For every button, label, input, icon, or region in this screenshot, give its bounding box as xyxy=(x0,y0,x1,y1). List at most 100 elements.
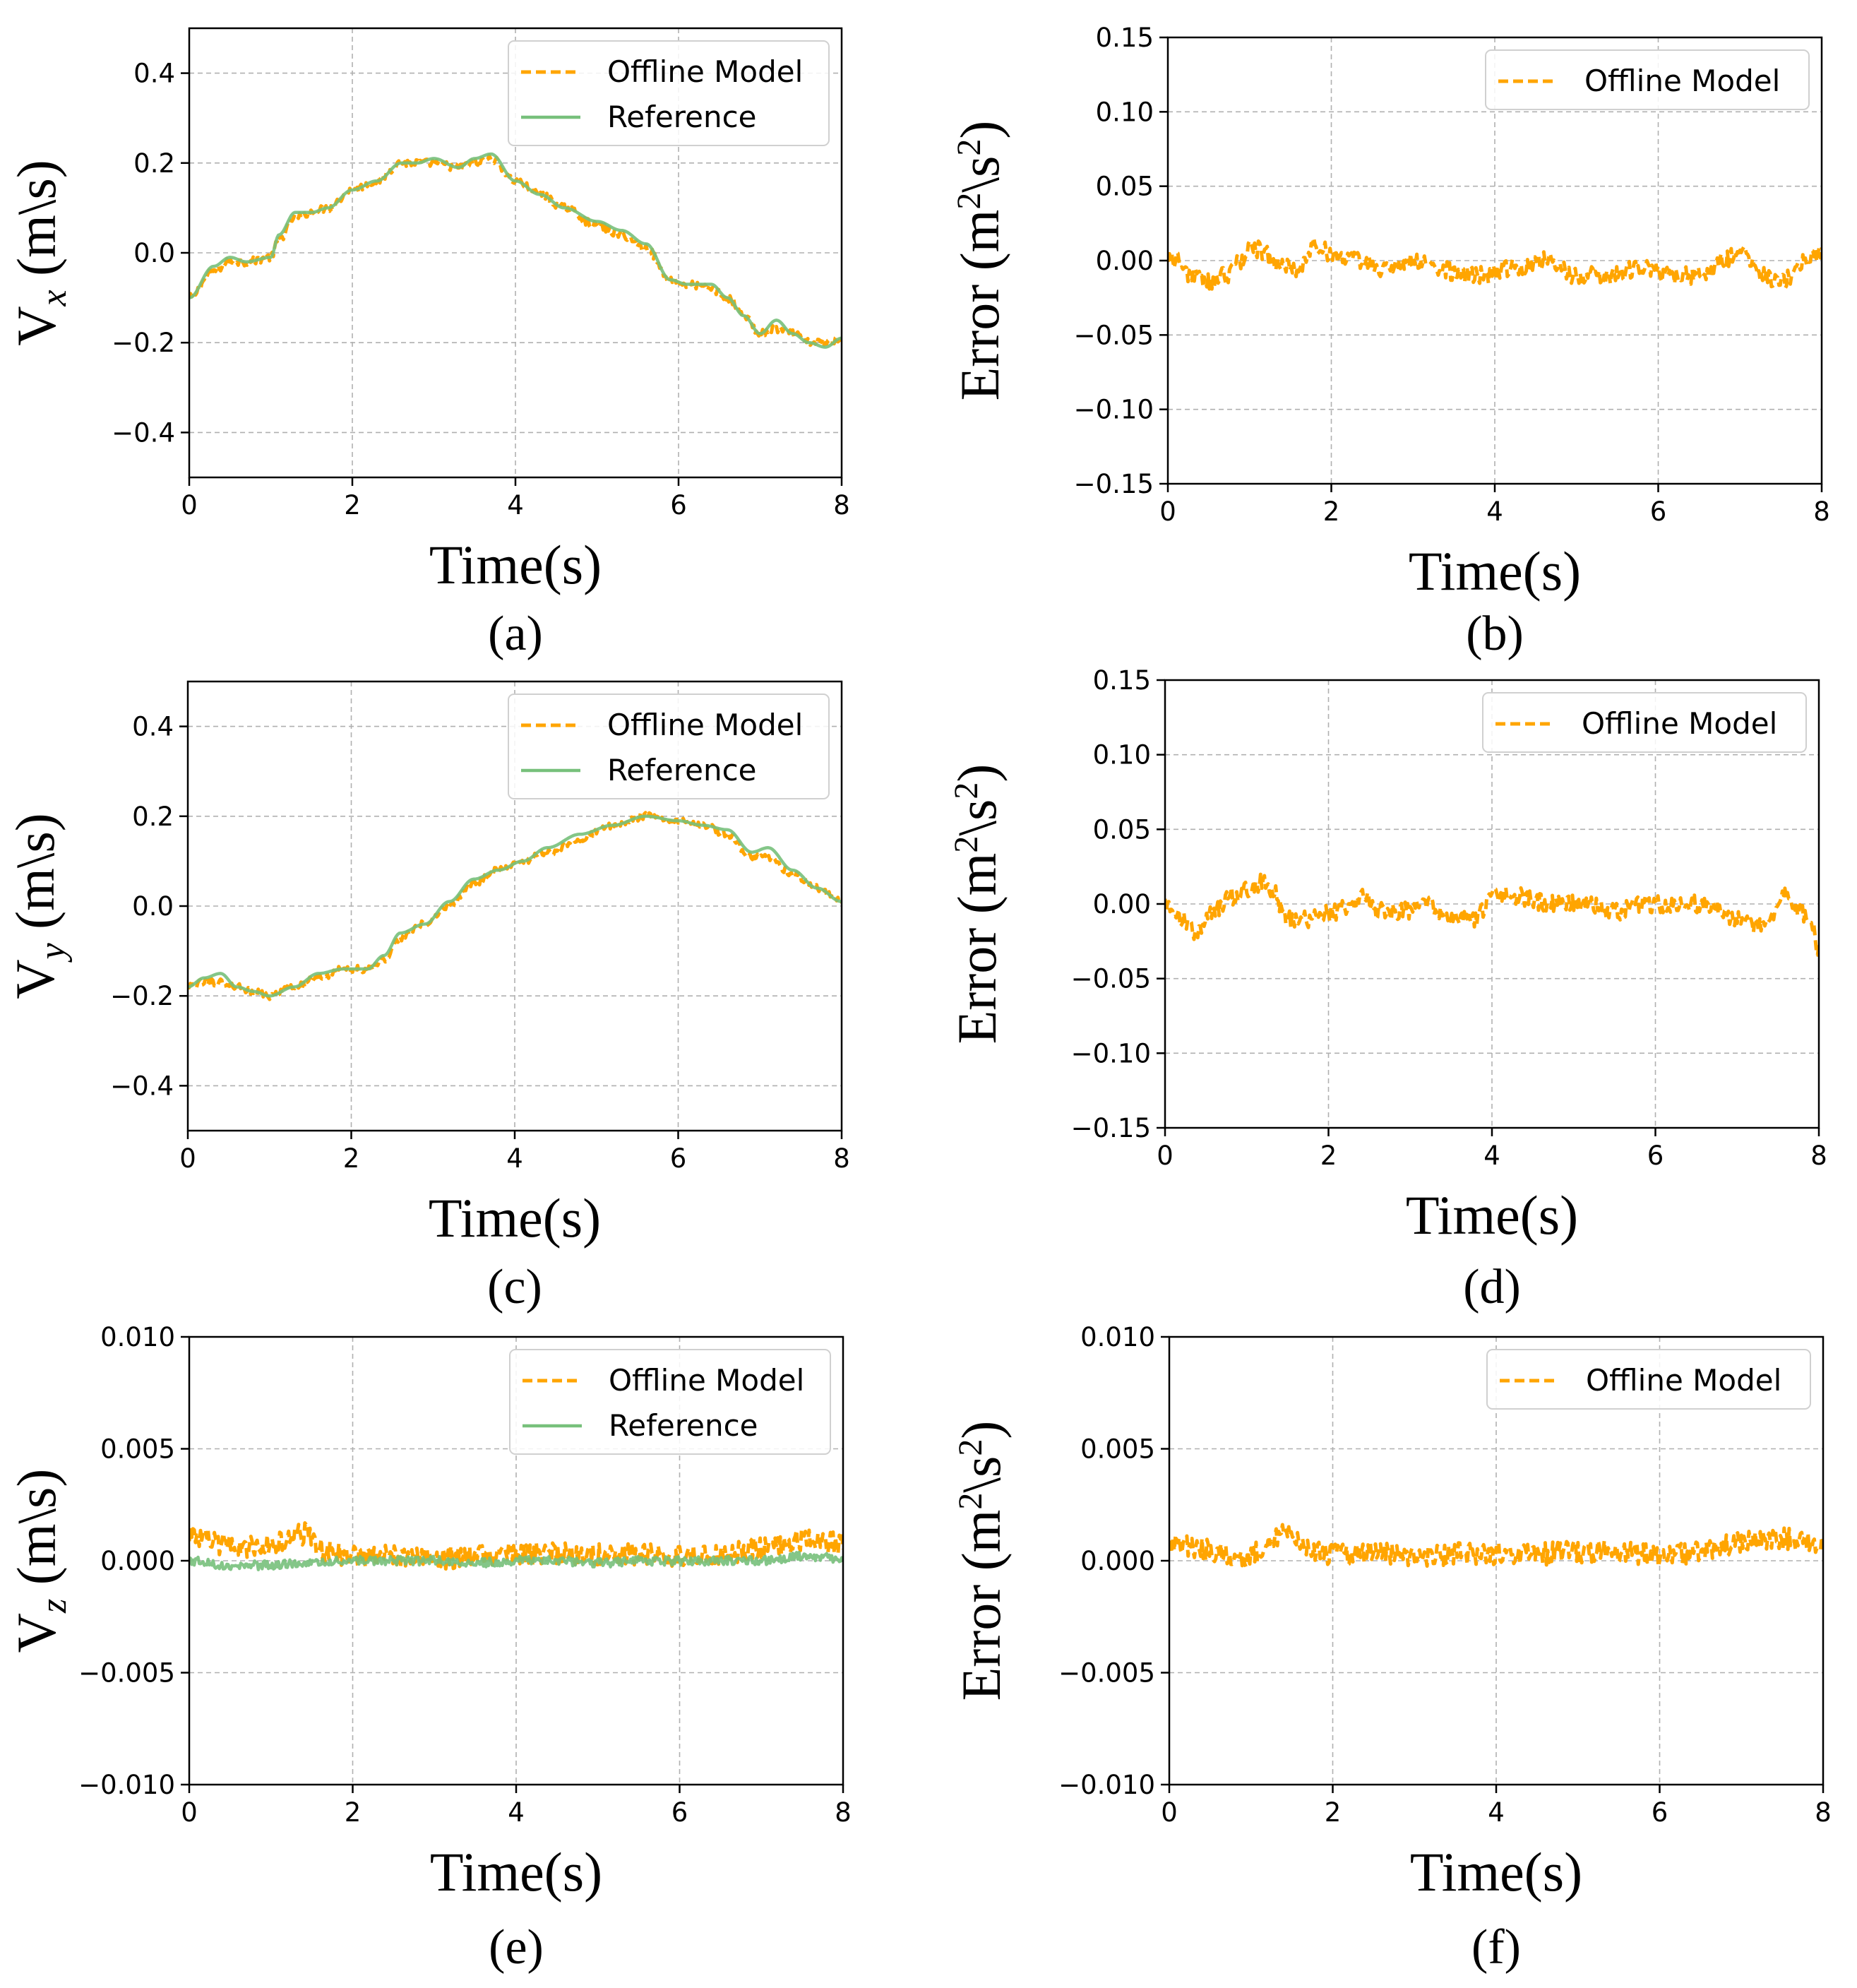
y-axis-label-part: V xyxy=(4,959,66,999)
y-axis-label: Vz (m\s) xyxy=(6,1469,74,1653)
x-tick-label: 8 xyxy=(1813,496,1830,527)
x-tick-label: 6 xyxy=(671,1797,688,1828)
y-tick-label: −0.2 xyxy=(112,328,175,358)
y-tick-label: −0.10 xyxy=(1071,1038,1151,1069)
x-tick-label: 2 xyxy=(344,490,361,520)
y-tick-label: −0.15 xyxy=(1071,1113,1151,1143)
chart-panel-b: 0 2 4 6 8 0.15 0.10 0.05 0.00 −0.05 −0.10 −0.15 Time… xyxy=(949,23,1830,661)
x-tick-label: 2 xyxy=(1320,1141,1337,1171)
x-axis-label: Time(s) xyxy=(429,534,602,595)
series-line-offline-model xyxy=(1169,1523,1823,1569)
legend-label: Offline Model xyxy=(609,1363,804,1398)
x-tick-label: 2 xyxy=(343,1143,360,1174)
x-tick-label: 6 xyxy=(1650,496,1667,527)
x-tick-label: 0 xyxy=(181,1797,198,1828)
y-axis-label-part: y xyxy=(32,942,73,963)
x-axis-label: Time(s) xyxy=(1409,540,1581,602)
y-axis-label: Error (m2\s2) xyxy=(950,1421,1012,1701)
chart-panel-a: 0 2 4 6 8 0.4 0.2 0.0 −0.2 −0.4 Time(s) Vx (m\s) Off… xyxy=(6,27,850,661)
y-tick-label: −0.15 xyxy=(1074,469,1154,499)
y-tick-label: 0.000 xyxy=(1080,1546,1155,1576)
y-tick-label: 0.4 xyxy=(132,712,174,742)
y-tick-label: 0.10 xyxy=(1093,740,1151,770)
y-axis-label-part: \s xyxy=(950,1456,1012,1493)
series-line-reference xyxy=(189,152,842,349)
y-axis-label-part: Error xyxy=(946,928,1008,1044)
y-axis-label-part: z xyxy=(34,1599,74,1614)
legend-label: Reference xyxy=(607,100,757,134)
y-axis-label-part: ) xyxy=(950,1421,1012,1439)
x-tick-label: 8 xyxy=(1810,1141,1827,1171)
x-tick-label: 0 xyxy=(1159,496,1176,527)
x-axis-label: Time(s) xyxy=(429,1187,601,1249)
panel-caption: (a) xyxy=(488,607,543,661)
y-tick-label: 0.05 xyxy=(1093,814,1151,845)
y-axis-label-part: 2 xyxy=(948,782,985,799)
y-axis-label-part: Error xyxy=(950,1585,1012,1701)
y-axis-label-part: (m\s) xyxy=(6,160,67,290)
y-tick-label: −0.10 xyxy=(1074,395,1154,425)
x-tick-label: 6 xyxy=(670,1143,687,1174)
y-tick-label: 0.0 xyxy=(132,891,174,922)
y-axis-label-part: (m\s) xyxy=(4,813,66,943)
chart-panel-f: 0 2 4 6 8 0.010 0.005 0.000 −0.005 −0.010 Time(s) E… xyxy=(950,1322,1832,1975)
legend-frame xyxy=(1482,692,1807,753)
y-axis-label: Vy (m\s) xyxy=(4,813,73,999)
series-line-offline-model xyxy=(189,1521,843,1571)
y-axis-label-part: 2 xyxy=(952,1439,989,1456)
panel-caption: (c) xyxy=(487,1260,542,1314)
x-tick-label: 8 xyxy=(1815,1797,1832,1828)
y-tick-label: −0.05 xyxy=(1071,964,1151,994)
x-tick-label: 6 xyxy=(670,490,687,520)
legend: Offline Model xyxy=(1486,1349,1811,1410)
y-axis-label-part: \s xyxy=(949,156,1010,193)
x-tick-label: 0 xyxy=(1161,1797,1178,1828)
panel-caption: (f) xyxy=(1471,1920,1521,1975)
y-tick-label: −0.4 xyxy=(112,417,175,448)
series-line-reference xyxy=(188,814,842,998)
panel-caption: (e) xyxy=(489,1920,544,1975)
y-tick-label: 0.010 xyxy=(1080,1322,1155,1352)
panel-caption: (b) xyxy=(1466,607,1524,661)
y-tick-label: −0.010 xyxy=(78,1770,175,1800)
legend-frame xyxy=(508,40,830,146)
legend-frame xyxy=(1486,1349,1811,1410)
x-tick-label: 4 xyxy=(506,1143,523,1174)
y-axis-label-part: ) xyxy=(946,764,1008,782)
y-axis-label-part: x xyxy=(34,290,74,306)
y-tick-label: 0.15 xyxy=(1093,665,1151,696)
y-tick-label: 0.010 xyxy=(100,1322,175,1352)
x-tick-label: 6 xyxy=(1647,1141,1664,1171)
y-axis-label: Vx (m\s) xyxy=(6,160,74,346)
legend-label: Reference xyxy=(609,1408,758,1443)
chart-panel-e: 0 2 4 6 8 0.010 0.005 0.000 −0.005 −0.010 Time(s) V… xyxy=(6,1322,852,1975)
x-axis-label: Time(s) xyxy=(430,1841,602,1903)
series-line-offline-model xyxy=(1168,236,1822,291)
y-axis-label-part: (m\s) xyxy=(6,1469,67,1599)
y-tick-label: 0.2 xyxy=(132,802,174,832)
legend: Offline Model xyxy=(1485,49,1810,110)
x-tick-label: 0 xyxy=(179,1143,196,1174)
y-tick-label: 0.005 xyxy=(100,1434,175,1465)
y-tick-label: 0.05 xyxy=(1096,172,1154,202)
y-tick-label: 0.0 xyxy=(133,238,175,268)
legend-frame xyxy=(1485,49,1810,110)
x-tick-label: 0 xyxy=(181,490,198,520)
y-axis-label: Error (m2\s2) xyxy=(949,121,1010,401)
y-axis-label-part: (m xyxy=(949,210,1010,285)
legend-label: Offline Model xyxy=(1586,1363,1781,1398)
legend-label: Offline Model xyxy=(607,54,803,89)
chart-panel-c: 0 2 4 6 8 0.4 0.2 0.0 −0.2 −0.4 Time(s) Vy (m\s) Off… xyxy=(4,680,850,1314)
x-tick-label: 4 xyxy=(1488,1797,1505,1828)
x-axis-label: Time(s) xyxy=(1406,1184,1578,1246)
legend-label: Reference xyxy=(607,753,757,787)
y-axis-label-part: 2 xyxy=(952,1493,989,1510)
y-axis-label-part: 2 xyxy=(950,139,988,156)
y-axis-label-part: Error xyxy=(949,285,1010,401)
y-axis-label-part: ) xyxy=(949,121,1010,139)
y-axis-label-part: 2 xyxy=(950,193,988,210)
y-tick-label: 0.00 xyxy=(1093,889,1151,919)
x-tick-label: 8 xyxy=(835,1797,852,1828)
y-tick-label: 0.005 xyxy=(1080,1434,1155,1465)
